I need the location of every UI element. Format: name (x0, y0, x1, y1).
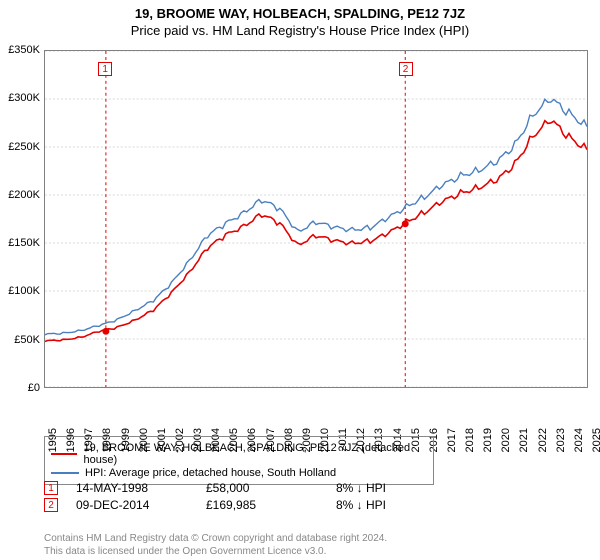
x-tick-label: 2021 (518, 428, 530, 452)
x-tick-label: 2023 (555, 428, 567, 452)
transaction-delta: 8% ↓ HPI (336, 498, 386, 512)
transaction-price: £169,985 (206, 498, 336, 512)
transaction-row: 1 14-MAY-1998£58,0008% ↓ HPI (44, 481, 588, 495)
title-line-2: Price paid vs. HM Land Registry's House … (0, 23, 600, 38)
legend-swatch (51, 472, 79, 474)
y-tick-label: £100K (8, 285, 40, 297)
chart-container: 19, BROOME WAY, HOLBEACH, SPALDING, PE12… (0, 0, 600, 560)
x-tick-label: 2025 (591, 428, 600, 452)
transaction-marker-box: 1 (44, 481, 58, 495)
title-line-1: 19, BROOME WAY, HOLBEACH, SPALDING, PE12… (0, 6, 600, 21)
x-tick-label: 2022 (537, 428, 549, 452)
transaction-price: £58,000 (206, 481, 336, 495)
y-tick-label: £250K (8, 141, 40, 153)
transactions-block: 1 14-MAY-1998£58,0008% ↓ HPI 2 09-DEC-2014£… (44, 478, 588, 515)
plot-svg (44, 50, 588, 388)
footer-line-2: This data is licensed under the Open Gov… (44, 546, 387, 559)
legend-label: 19, BROOME WAY, HOLBEACH, SPALDING, PE12… (83, 442, 427, 466)
title-block: 19, BROOME WAY, HOLBEACH, SPALDING, PE12… (0, 0, 600, 40)
x-tick-label: 2024 (573, 428, 585, 452)
transaction-date: 14-MAY-1998 (76, 481, 206, 495)
y-tick-label: £150K (8, 237, 40, 249)
y-tick-label: £50K (14, 334, 40, 346)
x-tick-label: 2019 (482, 428, 494, 452)
transaction-marker-box: 2 (44, 498, 58, 512)
chart-area: 12 (44, 50, 588, 388)
y-tick-label: £300K (8, 92, 40, 104)
x-tick-label: 2017 (446, 428, 458, 452)
y-axis-labels: £0£50K£100K£150K£200K£250K£300K£350K (0, 50, 42, 388)
footer-line-1: Contains HM Land Registry data © Crown c… (44, 533, 387, 546)
x-tick-label: 2018 (464, 428, 476, 452)
transaction-delta: 8% ↓ HPI (336, 481, 386, 495)
transaction-date: 09-DEC-2014 (76, 498, 206, 512)
x-tick-label: 2020 (500, 428, 512, 452)
y-tick-label: £200K (8, 189, 40, 201)
legend-swatch (51, 453, 77, 455)
transaction-row: 2 09-DEC-2014£169,9858% ↓ HPI (44, 498, 588, 512)
legend-row: 19, BROOME WAY, HOLBEACH, SPALDING, PE12… (51, 442, 427, 466)
y-tick-label: £0 (28, 382, 40, 394)
footer-text: Contains HM Land Registry data © Crown c… (44, 533, 387, 558)
y-tick-label: £350K (8, 44, 40, 56)
x-axis-labels: 1995199619971998199920002001200220032004… (44, 390, 588, 434)
transaction-marker: 1 (98, 62, 112, 76)
transaction-marker: 2 (399, 62, 413, 76)
